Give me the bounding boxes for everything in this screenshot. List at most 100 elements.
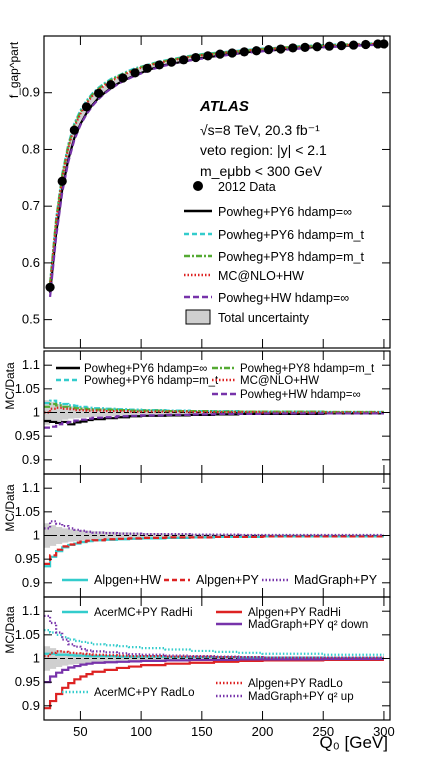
ratio2-y-axis-label: MC/Data	[3, 484, 17, 532]
r2-legend-label-madgraph-py: MadGraph+PY	[294, 573, 378, 587]
r3-legend-label-alpgen-radhi: Alpgen+PY RadHi	[248, 607, 341, 619]
ratio-panel-2: 0.9 0.95 1 1.05 1.1 MC/Data Alpgen+HW Alpgen…	[3, 473, 391, 598]
main-series-group	[45, 39, 389, 298]
data-point	[300, 42, 310, 52]
r2-series-step-madgraph-py	[44, 520, 384, 537]
r3-y-tick-label: 1.05	[15, 627, 40, 642]
legend-label-powheg-py8-mt: Powheg+PY8 hdamp=m_t	[218, 250, 364, 264]
data-point	[348, 40, 359, 50]
r1-y-tick-label: 1	[33, 405, 40, 420]
data-point	[179, 55, 189, 65]
ratio3-legend: AcerMC+PY RadHi Alpgen+PY RadHi MadGraph…	[62, 607, 368, 703]
r3-series-step-madgraph-py-q-up	[44, 614, 384, 659]
r1-legend-label-mcnlo: MC@NLO+HW	[240, 375, 319, 387]
r2-y-tick-label: 1.05	[15, 504, 40, 519]
r3-legend-label-madgraph-up: MadGraph+PY q² up	[248, 691, 354, 703]
data-point	[336, 41, 347, 51]
data-point	[166, 57, 177, 67]
r1-legend-label-py6-inf: Powheg+PY6 hdamp=∞	[84, 363, 207, 375]
r1-series-step-powheg-hw-hdamp	[44, 412, 384, 429]
main-y-axis: 0.5 0.6 0.7 0.8 0.9	[22, 85, 390, 327]
r1-y-tick-label: 0.9	[22, 452, 40, 467]
chart-title: ATLAS	[199, 98, 249, 115]
ratio-panel-3: 0.9 0.95 1 1.05 1.1 50 100 150 200 250 300 MC/Dat…	[3, 596, 395, 752]
legend-label-powheg-py6-mt: Powheg+PY6 hdamp=m_t	[218, 228, 364, 242]
main-y-tick-label: 0.9	[22, 85, 40, 100]
legend-label-mcnlo-hw: MC@NLO+HW	[218, 269, 304, 283]
data-point	[361, 39, 371, 50]
ratio3-x-axis: 50 100 150 200 250 300	[73, 597, 395, 739]
data-point	[142, 63, 152, 73]
r3-x-tick-label: 50	[73, 724, 87, 739]
data-point	[154, 60, 164, 70]
main-frame	[43, 35, 391, 349]
main-legend: 2012 Data Powheg+PY6 hdamp=∞ Powheg+PY6 …	[184, 180, 364, 325]
legend-label-data: 2012 Data	[218, 180, 276, 194]
data-point	[251, 46, 262, 56]
data-point	[118, 73, 128, 83]
r3-y-tick-label: 0.9	[22, 698, 40, 713]
r3-x-tick-label: 100	[130, 724, 152, 739]
r3-legend-label-madgraph-down: MadGraph+PY q² down	[248, 619, 368, 631]
main-panel: 0.5 0.6 0.7 0.8 0.9 f_gap^part ATLAS √s=8 Te…	[7, 35, 391, 349]
r2-series-step-alpgen-py	[44, 535, 384, 565]
r1-legend-label-py8-mt: Powheg+PY8 hdamp=m_t	[240, 363, 375, 375]
r2-y-tick-label: 0.9	[22, 575, 40, 590]
r3-series-step-madgraph-py-q-down	[44, 657, 384, 684]
main-y-tick-label: 0.6	[22, 255, 40, 270]
data-point	[312, 42, 322, 52]
main-y-tick-label: 0.7	[22, 198, 40, 213]
data-point	[106, 80, 116, 90]
r2-legend-label-alpgen-py: Alpgen+PY	[196, 573, 260, 587]
r2-legend-label-alpgen-hw: Alpgen+HW	[94, 573, 161, 587]
ratio2-x-ticks	[79, 474, 385, 597]
ratio1-legend: Powheg+PY6 hdamp=∞ Powheg+PY6 hdamp=m_t …	[56, 363, 375, 401]
main-y-tick-label: 0.8	[22, 141, 40, 156]
legend-label-powheg-py6-inf: Powheg+PY6 hdamp=∞	[218, 205, 352, 219]
ratio-panel-1: 0.9 0.95 1 1.05 1.1 MC/Data Powheg+PY6 hdamp…	[3, 350, 391, 475]
r3-x-tick-label: 150	[191, 724, 213, 739]
r1-legend-label-hw-inf: Powheg+HW hdamp=∞	[240, 389, 361, 401]
main-y-tick-label: 0.5	[22, 312, 40, 327]
ratio1-y-axis-label: MC/Data	[3, 362, 17, 410]
r3-x-tick-label: 300	[373, 724, 395, 739]
ratio2-legend: Alpgen+HW Alpgen+PY MadGraph+PY	[62, 573, 378, 587]
ratio1-x-ticks	[79, 351, 385, 474]
r3-y-tick-label: 1	[33, 651, 40, 666]
r2-y-tick-label: 0.95	[15, 551, 40, 566]
data-point	[191, 52, 201, 63]
r1-legend-label-py6-mt: Powheg+PY6 hdamp=m_t	[84, 375, 219, 387]
data-point	[81, 102, 92, 112]
r3-series-step-acermc-py-radlo	[44, 629, 384, 656]
r1-series-step-mc-nlo-hw	[44, 406, 384, 414]
ratio2-y-axis: 0.9 0.95 1 1.05 1.1	[15, 480, 390, 590]
r3-legend-label-alpgen-radlo: Alpgen+PY RadLo	[248, 678, 343, 690]
data-point	[130, 68, 140, 78]
data-point	[215, 49, 225, 59]
main-x-ticks	[79, 36, 385, 348]
ratio1-y-axis: 0.9 0.95 1 1.05 1.1	[15, 357, 390, 467]
r3-legend-label-acermc-radhi: AcerMC+PY RadHi	[94, 607, 193, 619]
data-point	[45, 282, 55, 292]
r2-y-tick-label: 1.1	[22, 480, 40, 495]
data-point	[288, 43, 298, 53]
ratio2-series-group	[44, 520, 390, 568]
data-point	[227, 48, 237, 58]
r1-y-tick-label: 1.1	[22, 357, 40, 372]
r2-y-tick-label: 1	[33, 528, 40, 543]
r3-y-tick-label: 1.1	[22, 603, 40, 618]
main-series-line-mc-nlo-hw	[48, 42, 384, 286]
r1-y-tick-label: 0.95	[15, 428, 40, 443]
r3-series-step-alpgen-py-radhi	[44, 658, 384, 710]
legend-label-powheg-hw-inf: Powheg+HW hdamp=∞	[218, 291, 349, 305]
r3-x-tick-label: 250	[312, 724, 334, 739]
ratio1-series-group	[44, 399, 390, 429]
ratio3-y-axis: 0.9 0.95 1 1.05 1.1	[15, 603, 390, 713]
r3-y-tick-label: 0.95	[15, 674, 40, 689]
ratio3-y-axis-label: MC/Data	[3, 606, 17, 654]
legend-marker-data	[193, 181, 203, 191]
r3-x-tick-label: 200	[252, 724, 274, 739]
legend-box-uncertainty	[185, 309, 211, 325]
x-axis-label: Q₀ [GeV]	[320, 733, 388, 752]
